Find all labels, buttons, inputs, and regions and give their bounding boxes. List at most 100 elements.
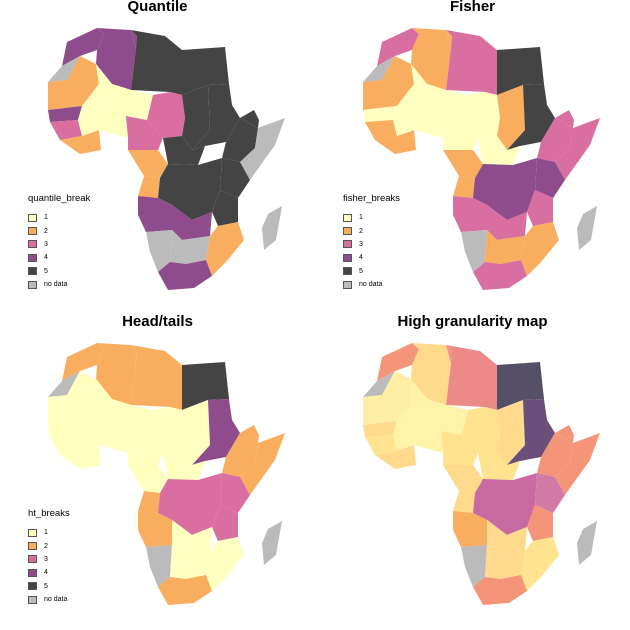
legend-swatch: [28, 213, 37, 222]
legend-label: no data: [359, 281, 383, 289]
map-legend: fisher_breaks 1 2 3 4 5 no data: [343, 193, 400, 291]
region-senegal: [363, 106, 397, 122]
legend-label: 1: [359, 214, 363, 222]
legend-title: ht_breaks: [28, 508, 70, 519]
panel-title: Quantile: [127, 0, 188, 15]
region-angola: [138, 511, 172, 547]
region-gabon: [453, 176, 475, 198]
region-namibia: [461, 545, 487, 587]
region-chad: [497, 85, 525, 150]
legend-swatch: [28, 568, 37, 577]
region-chad: [182, 85, 210, 150]
region-gabon: [138, 176, 160, 198]
legend-swatch: [28, 582, 37, 591]
region-somalia: [240, 433, 285, 495]
region-egypt: [497, 47, 544, 95]
region-cameroon: [128, 465, 168, 493]
legend-title: fisher_breaks: [343, 193, 401, 204]
legend-item: 5: [28, 580, 70, 593]
legend-label: no data: [44, 596, 68, 604]
legend-item: 1: [343, 211, 400, 224]
region-western-sahara: [48, 371, 80, 397]
region-gabon: [138, 491, 160, 513]
region-cameroon: [443, 150, 483, 178]
map-legend: ht_breaks 1 2 3 4 5 no data: [28, 508, 70, 606]
region-cameroon: [443, 465, 483, 493]
legend-swatch: [28, 240, 37, 249]
region-egypt: [182, 47, 229, 95]
region-senegal: [363, 421, 397, 437]
region-libya: [446, 30, 497, 95]
region-burkina: [78, 106, 128, 138]
region-zambia: [172, 520, 212, 555]
region-angola: [453, 511, 487, 547]
region-western-sahara: [363, 371, 395, 397]
legend-swatch: [343, 267, 352, 276]
legend-swatch: [28, 267, 37, 276]
legend-label: 3: [44, 240, 48, 248]
region-burkina: [393, 106, 443, 138]
region-nigeria: [441, 431, 478, 465]
region-algeria: [96, 28, 136, 90]
legend-swatch: [28, 280, 37, 289]
region-libya: [446, 345, 497, 410]
region-angola: [138, 196, 172, 232]
region-kenya: [220, 158, 250, 198]
region-west-coast: [60, 445, 101, 469]
region-west-coast: [375, 445, 416, 469]
region-mozambique: [206, 222, 244, 276]
legend-item: 1: [28, 211, 90, 224]
region-ethiopia: [537, 433, 573, 477]
region-mauritania: [48, 56, 99, 110]
legend-label: 4: [44, 569, 48, 577]
region-mauritania: [363, 371, 414, 425]
region-mali: [82, 379, 153, 437]
legend-label: 5: [359, 267, 363, 275]
region-gabon: [453, 491, 475, 513]
map-panel-head-tails: Head/tails ht_breaks 1 2 3 4 5 no data: [0, 315, 315, 630]
region-somalia: [555, 118, 600, 180]
region-madagascar: [262, 206, 282, 250]
region-guinea: [50, 120, 82, 140]
region-ethiopia: [222, 433, 258, 477]
legend-label: 5: [44, 267, 48, 275]
region-angola: [453, 196, 487, 232]
legend-swatch: [28, 253, 37, 262]
region-algeria: [411, 343, 451, 405]
region-drc: [158, 158, 222, 220]
region-car: [163, 451, 205, 480]
region-libya: [131, 30, 182, 95]
legend-label: 3: [359, 240, 363, 248]
region-south-africa: [158, 575, 212, 605]
region-tanzania: [527, 190, 553, 226]
region-car: [478, 136, 520, 165]
region-algeria: [411, 28, 451, 90]
region-algeria: [96, 343, 136, 405]
region-south-africa: [158, 260, 212, 290]
region-western-sahara: [363, 56, 395, 82]
legend-swatch: [343, 280, 352, 289]
legend-swatch: [28, 555, 37, 564]
region-burkina: [393, 421, 443, 453]
region-nigeria: [126, 116, 163, 150]
region-sudan: [192, 399, 240, 465]
africa-map: [48, 343, 285, 605]
region-car: [478, 451, 520, 480]
region-mozambique: [206, 537, 244, 591]
region-somalia: [555, 433, 600, 495]
region-tanzania: [212, 505, 238, 541]
region-nigeria: [441, 116, 478, 150]
region-south-africa: [473, 260, 527, 290]
legend-label: 2: [359, 227, 363, 235]
region-horn: [240, 425, 259, 443]
region-guinea: [365, 435, 397, 455]
region-ethiopia: [222, 118, 258, 162]
region-namibia: [461, 230, 487, 272]
region-botswana: [170, 545, 210, 579]
region-somalia: [240, 118, 285, 180]
legend-item: no data: [28, 278, 90, 291]
legend-label: no data: [44, 281, 68, 289]
region-egypt: [497, 362, 544, 410]
region-sudan: [507, 84, 555, 150]
region-morocco: [377, 28, 419, 66]
